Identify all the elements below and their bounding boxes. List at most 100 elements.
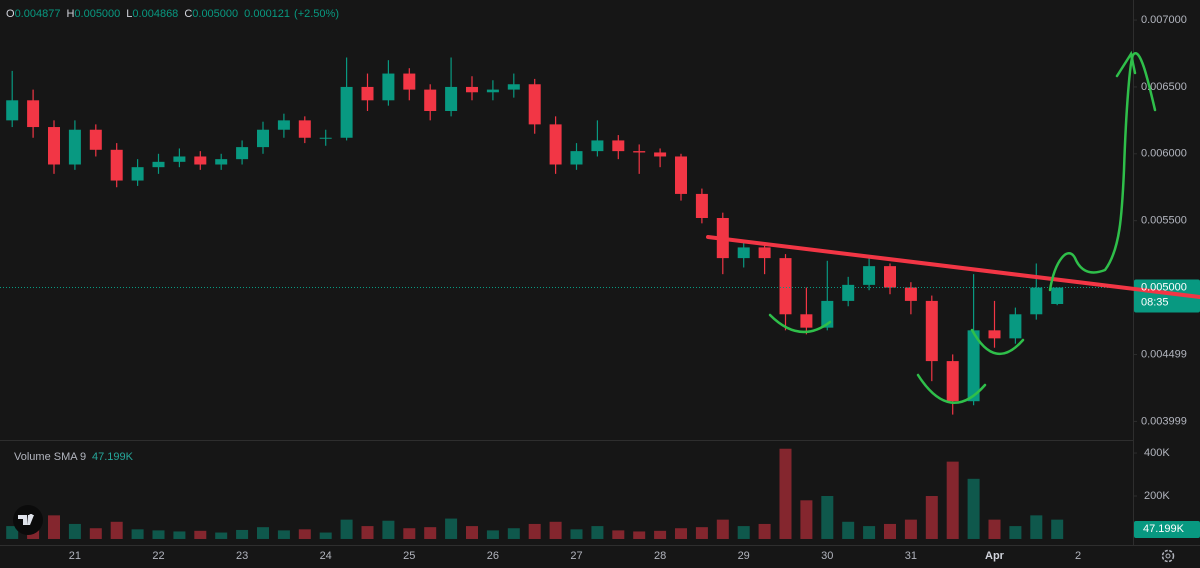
volume-bar xyxy=(507,528,520,539)
legend-key: L xyxy=(126,8,132,20)
projection-arrowhead xyxy=(1115,50,1137,78)
left-shoulder-curve xyxy=(768,313,832,334)
volume-title: Volume SMA 9 xyxy=(14,451,86,463)
volume-bar xyxy=(988,519,1001,539)
volume-bar xyxy=(1009,526,1022,539)
candle-body xyxy=(194,156,207,165)
trendline-drawing xyxy=(706,235,1200,299)
gear[interactable] xyxy=(1161,549,1175,563)
candle-body xyxy=(842,284,855,301)
volume-tick-label: 200K xyxy=(1144,490,1170,502)
candle-body xyxy=(612,140,625,152)
gear-center[interactable] xyxy=(1165,553,1171,559)
logo-dot xyxy=(29,514,33,518)
x-tick-label: 30 xyxy=(821,550,833,562)
candle-body xyxy=(131,167,144,181)
x-tick-label: 26 xyxy=(487,550,499,562)
volume-bar xyxy=(445,518,458,539)
volume-bar xyxy=(466,526,478,539)
legend-value: 0.005000 xyxy=(192,8,238,20)
volume-bar xyxy=(277,530,290,539)
volume-tick-label: 400K xyxy=(1144,447,1170,459)
volume-bar xyxy=(716,519,729,539)
y-tick-label: 0.006000 xyxy=(1141,148,1187,160)
candle-body xyxy=(319,137,332,139)
countdown: 08:35 xyxy=(1141,296,1169,308)
x-tick-label: 25 xyxy=(403,550,415,562)
candle-body xyxy=(68,129,81,165)
x-tick-label: 22 xyxy=(152,550,164,562)
y-tick-label: 0.007000 xyxy=(1141,14,1187,26)
x-tick-label: 2 xyxy=(1075,550,1081,562)
candle-body xyxy=(6,100,19,121)
candle-body xyxy=(779,258,792,315)
logo xyxy=(13,505,43,535)
candle-body xyxy=(27,100,40,128)
candle-body xyxy=(445,86,458,112)
volume-bar xyxy=(591,526,604,539)
candle-body xyxy=(215,159,228,165)
volume-bar xyxy=(340,519,353,539)
legend-value: 0.005000 xyxy=(74,8,120,20)
x-tick-label: 24 xyxy=(320,550,332,562)
settings-icon[interactable] xyxy=(1161,549,1175,563)
x-tick-label: 29 xyxy=(738,550,750,562)
volume-bar xyxy=(48,515,60,539)
candle-body xyxy=(800,314,813,328)
candle-body xyxy=(1051,287,1064,304)
candle-body xyxy=(1030,287,1043,315)
change: 0.000121 xyxy=(244,8,290,20)
legend-key: C xyxy=(184,8,192,20)
volume-bar xyxy=(549,521,562,539)
legend-value: 0.004868 xyxy=(132,8,178,20)
candle-body xyxy=(654,152,667,157)
volume-bar xyxy=(319,532,332,539)
y-tick-label: 0.003999 xyxy=(1141,415,1187,427)
candle-body xyxy=(89,129,102,150)
volume-bar xyxy=(612,530,625,539)
candle-body xyxy=(466,86,478,93)
pattern-drawings xyxy=(768,50,1157,404)
x-tick-label: 31 xyxy=(905,550,917,562)
volume-bar xyxy=(633,531,646,539)
candle-body xyxy=(110,149,123,181)
volume-bar xyxy=(570,529,583,539)
volume-bar xyxy=(737,526,750,539)
candle-body xyxy=(48,127,60,165)
volume-bar xyxy=(486,530,499,539)
candle-body xyxy=(570,151,583,165)
labels: O0.004877 H0.005000 L0.004868 C0.005000 0.00… xyxy=(6,8,1187,562)
candle-body xyxy=(486,89,499,93)
candle-body xyxy=(382,73,395,101)
candle-body xyxy=(904,287,917,301)
volume-bar xyxy=(424,527,437,539)
x-tick-label: 21 xyxy=(69,550,81,562)
volume-bar xyxy=(215,532,228,539)
volume-tag-bg xyxy=(1134,521,1200,538)
candle-body xyxy=(633,151,646,153)
volume-bar xyxy=(925,496,938,539)
volume-bar xyxy=(236,529,249,539)
volume-bar xyxy=(257,527,269,539)
volume-bar xyxy=(173,531,186,539)
volume-tag-label: 47.199K xyxy=(1143,523,1185,535)
candle-body xyxy=(925,300,938,362)
price-tag-bg xyxy=(1134,279,1200,313)
volume-bar xyxy=(1051,519,1064,539)
volume-bar xyxy=(361,526,374,539)
volume-bar xyxy=(842,521,855,539)
candle-body xyxy=(946,361,959,402)
volume-bar xyxy=(89,528,102,539)
marks xyxy=(0,19,1200,539)
candle-body xyxy=(257,129,269,148)
volume-bar xyxy=(967,478,980,539)
legend-key: O xyxy=(6,8,15,20)
volume-bar xyxy=(528,523,541,539)
candle-body xyxy=(424,89,437,112)
legend-key: H xyxy=(66,8,74,20)
volume-bar xyxy=(382,520,395,539)
volume-bar xyxy=(675,528,687,539)
volume-bar xyxy=(800,500,813,539)
